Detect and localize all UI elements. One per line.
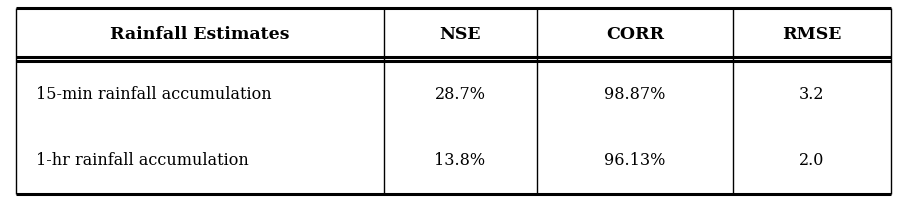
Text: 3.2: 3.2	[799, 86, 824, 103]
Text: RMSE: RMSE	[783, 26, 842, 43]
Text: Rainfall Estimates: Rainfall Estimates	[110, 26, 289, 43]
Text: 98.87%: 98.87%	[604, 86, 666, 103]
Text: 96.13%: 96.13%	[604, 152, 666, 169]
Text: 13.8%: 13.8%	[434, 152, 485, 169]
Text: 2.0: 2.0	[799, 152, 824, 169]
Text: 28.7%: 28.7%	[434, 86, 485, 103]
Text: CORR: CORR	[606, 26, 664, 43]
Text: 15-min rainfall accumulation: 15-min rainfall accumulation	[36, 86, 272, 103]
Text: 1-hr rainfall accumulation: 1-hr rainfall accumulation	[36, 152, 249, 169]
Text: NSE: NSE	[439, 26, 481, 43]
